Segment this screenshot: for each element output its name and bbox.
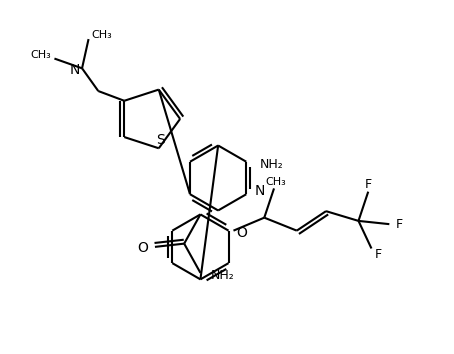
Text: N: N — [70, 63, 80, 77]
Text: N: N — [254, 184, 265, 198]
Text: CH₃: CH₃ — [92, 30, 112, 40]
Text: NH₂: NH₂ — [260, 158, 284, 171]
Text: CH₃: CH₃ — [31, 50, 51, 59]
Text: F: F — [365, 178, 372, 191]
Text: F: F — [396, 218, 403, 231]
Text: O: O — [237, 225, 247, 240]
Text: S: S — [156, 133, 165, 147]
Text: CH₃: CH₃ — [266, 177, 286, 187]
Text: NH₂: NH₂ — [210, 269, 234, 282]
Text: F: F — [375, 248, 381, 261]
Text: O: O — [137, 241, 148, 255]
